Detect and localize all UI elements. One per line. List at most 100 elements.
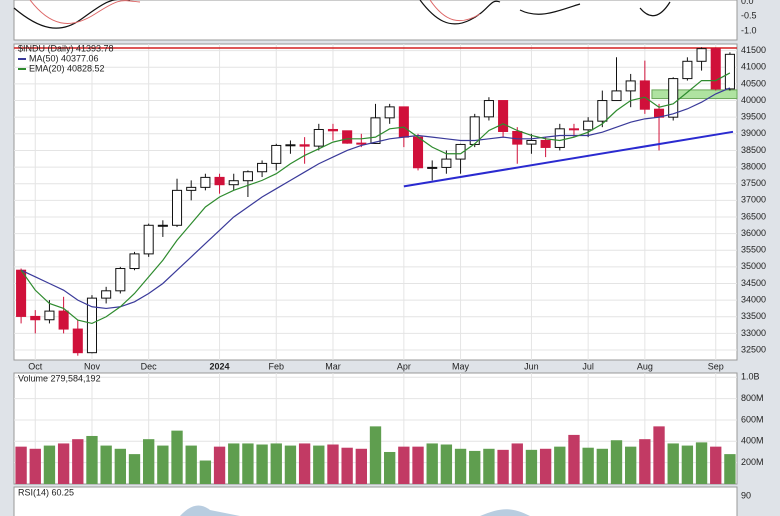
volume-bar <box>284 445 297 484</box>
y-tick-label: 34000 <box>741 295 766 305</box>
candle-body <box>72 328 83 354</box>
volume-bar <box>143 439 155 484</box>
rsi-panel <box>13 486 738 516</box>
volume-bar <box>228 443 240 484</box>
volume-bar <box>511 443 523 484</box>
candle-body <box>342 130 353 144</box>
volume-bar <box>681 445 694 484</box>
candle-body <box>129 253 140 270</box>
y-tick-label: 35500 <box>741 245 766 255</box>
candle-body <box>724 53 735 90</box>
candle-body <box>356 142 367 145</box>
candle-body <box>58 310 69 330</box>
candle-body <box>639 80 650 110</box>
volume-bar <box>213 446 226 484</box>
volume-bar <box>554 446 566 484</box>
volume-bar <box>539 448 552 484</box>
candle-body <box>568 128 580 131</box>
top-indicator <box>13 0 671 29</box>
candle-body <box>327 128 339 132</box>
volume-bar <box>568 434 580 484</box>
candle-body <box>583 120 594 131</box>
volume-bar <box>625 446 637 484</box>
y-tick-label: 400M <box>741 436 764 446</box>
y-tick-label: 36500 <box>741 211 766 221</box>
x-tick-label: Jul <box>582 361 594 371</box>
candle-body <box>427 166 438 169</box>
volume-bar <box>440 444 453 484</box>
y-tick-label: 40000 <box>741 95 766 105</box>
series-line <box>20 87 731 310</box>
volume-bar <box>497 449 509 484</box>
volume-bar <box>582 447 594 484</box>
candle-body <box>313 128 324 147</box>
volume-bar <box>43 445 56 484</box>
volume-bar <box>57 443 70 484</box>
y-tick-label: 32500 <box>741 344 766 354</box>
y-tick-label: 90 <box>741 490 751 500</box>
volume-bar <box>412 446 424 484</box>
volume-bar <box>653 426 665 484</box>
candle-body <box>512 130 523 145</box>
candle-body <box>101 290 112 299</box>
volume-bar <box>270 443 282 484</box>
volume-bar <box>298 443 311 484</box>
candle-body <box>384 106 395 119</box>
volume-bar <box>72 439 84 484</box>
volume-bar <box>695 442 708 484</box>
candle-body <box>597 100 608 122</box>
x-tick-label: Dec <box>141 361 158 371</box>
y-tick-label: -0.5 <box>741 11 757 21</box>
candle-body <box>44 310 55 321</box>
y-tick-label: 800M <box>741 393 764 403</box>
candle-body <box>398 106 409 138</box>
volume-bar <box>171 430 183 484</box>
volume-bar <box>185 445 197 484</box>
y-tick-label: 41000 <box>741 62 766 72</box>
volume-bar <box>610 440 623 484</box>
legend-title: $INDU (Daily) 41393.78 <box>18 43 114 53</box>
y-tick-label: 0.0 <box>741 0 754 6</box>
y-tick-label: 39500 <box>741 112 766 122</box>
candle-body <box>625 80 636 92</box>
x-tick-label: May <box>452 361 470 371</box>
x-tick-label: Aug <box>637 361 653 371</box>
volume-bar <box>384 451 396 484</box>
candle-body <box>611 90 622 102</box>
volume-bar <box>100 445 112 484</box>
candle-body <box>696 48 707 62</box>
volume-bar <box>29 448 41 484</box>
volume-bar <box>426 443 438 484</box>
candle-body <box>299 144 310 147</box>
candle-body <box>86 297 98 354</box>
candle-body <box>540 139 551 148</box>
volume-bar <box>639 439 651 484</box>
volume-bar <box>525 449 538 484</box>
legend-entry: MA(50) 40377.06 <box>29 53 99 63</box>
candle-body <box>682 60 693 80</box>
volume-label: Volume 279,584,192 <box>18 373 101 383</box>
candle-body <box>483 100 494 118</box>
volume-bar <box>483 448 495 484</box>
candle-body <box>257 162 268 173</box>
top-panel <box>13 0 738 41</box>
candle-body <box>115 268 126 292</box>
legend-entry: EMA(20) 40828.52 <box>29 63 105 73</box>
y-tick-label: 37000 <box>741 195 766 205</box>
candle-body <box>157 224 168 227</box>
rsi-label: RSI(14) 60.25 <box>18 487 74 497</box>
candle-body <box>710 48 721 90</box>
candle-body <box>668 78 679 118</box>
y-tick-label: 39000 <box>741 128 766 138</box>
marks <box>14 47 738 484</box>
volume-bar <box>667 443 679 484</box>
x-tick-label: Apr <box>397 361 411 371</box>
y-tick-label: 37500 <box>741 178 766 188</box>
y-tick-label: 600M <box>741 414 764 424</box>
rsi-area <box>180 505 530 516</box>
volume-bar <box>710 446 722 484</box>
volume-bar <box>199 460 212 484</box>
x-tick-label: Mar <box>325 361 341 371</box>
y-tick-label: 34500 <box>741 278 766 288</box>
x-tick-label: Feb <box>269 361 285 371</box>
